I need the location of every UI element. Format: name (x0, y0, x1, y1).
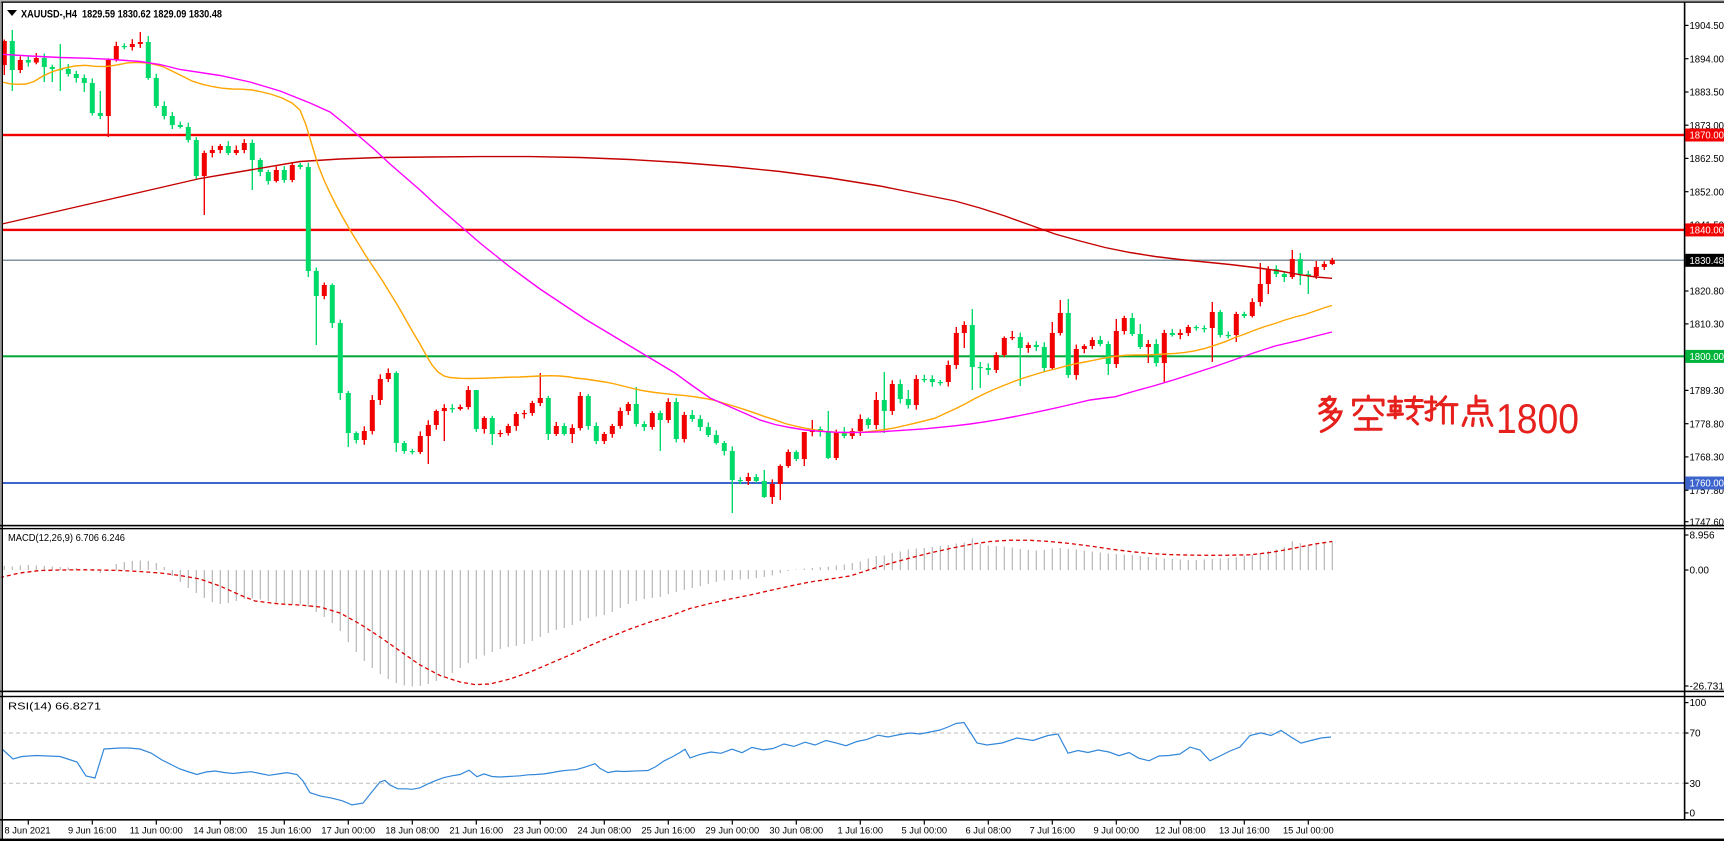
svg-text:1778.80: 1778.80 (1690, 419, 1724, 430)
svg-text:0: 0 (1690, 809, 1696, 820)
svg-text:-26.731: -26.731 (1690, 682, 1724, 693)
svg-text:1820.80: 1820.80 (1690, 287, 1724, 298)
svg-text:17 Jun 00:00: 17 Jun 00:00 (321, 825, 375, 835)
svg-text:15 Jun 16:00: 15 Jun 16:00 (257, 825, 311, 835)
svg-text:1862.50: 1862.50 (1690, 154, 1724, 165)
svg-text:1883.50: 1883.50 (1690, 88, 1724, 99)
svg-text:5 Jul 00:00: 5 Jul 00:00 (902, 825, 948, 835)
svg-text:24 Jun 08:00: 24 Jun 08:00 (577, 825, 631, 835)
svg-text:1800.00: 1800.00 (1690, 352, 1724, 363)
svg-text:25 Jun 16:00: 25 Jun 16:00 (641, 825, 695, 835)
svg-text:XAUUSD-,H4 1829.59 1830.62 18: XAUUSD-,H4 1829.59 1830.62 1829.09 1830.… (21, 8, 222, 20)
svg-text:9 Jun 16:00: 9 Jun 16:00 (68, 825, 117, 835)
svg-text:9 Jul 00:00: 9 Jul 00:00 (1094, 825, 1140, 835)
svg-text:14 Jun 08:00: 14 Jun 08:00 (193, 825, 247, 835)
svg-text:13 Jul 16:00: 13 Jul 16:00 (1219, 825, 1270, 835)
svg-text:1904.50: 1904.50 (1690, 21, 1724, 32)
svg-text:1800: 1800 (1496, 395, 1579, 442)
svg-text:1894.00: 1894.00 (1690, 54, 1724, 65)
svg-text:1760.00: 1760.00 (1690, 479, 1724, 490)
svg-text:1852.00: 1852.00 (1690, 187, 1724, 198)
svg-text:1840.00: 1840.00 (1690, 226, 1724, 237)
svg-text:15 Jul 00:00: 15 Jul 00:00 (1283, 825, 1334, 835)
svg-text:8.956: 8.956 (1690, 531, 1715, 542)
svg-text:30 Jun 08:00: 30 Jun 08:00 (769, 825, 823, 835)
svg-text:RSI(14) 66.8271: RSI(14) 66.8271 (8, 701, 101, 712)
svg-text:1768.30: 1768.30 (1690, 453, 1724, 464)
svg-text:12 Jul 08:00: 12 Jul 08:00 (1155, 825, 1206, 835)
svg-text:1789.30: 1789.30 (1690, 386, 1724, 397)
svg-text:MACD(12,26,9) 6.706 6.246: MACD(12,26,9) 6.706 6.246 (8, 533, 125, 544)
svg-text:23 Jun 00:00: 23 Jun 00:00 (513, 825, 567, 835)
svg-text:30: 30 (1690, 779, 1702, 790)
svg-text:1870.00: 1870.00 (1690, 131, 1724, 142)
svg-text:7 Jul 16:00: 7 Jul 16:00 (1030, 825, 1076, 835)
svg-text:11 Jun 00:00: 11 Jun 00:00 (130, 825, 183, 835)
svg-text:0.00: 0.00 (1690, 566, 1710, 577)
svg-text:100: 100 (1690, 698, 1707, 709)
svg-text:1810.30: 1810.30 (1690, 320, 1724, 331)
svg-text:6 Jul 08:00: 6 Jul 08:00 (966, 825, 1012, 835)
svg-text:1747.60: 1747.60 (1690, 517, 1724, 528)
svg-text:1 Jul 16:00: 1 Jul 16:00 (838, 825, 884, 835)
svg-text:1830.48: 1830.48 (1690, 256, 1724, 267)
svg-text:8 Jun 2021: 8 Jun 2021 (5, 825, 51, 835)
svg-text:21 Jun 16:00: 21 Jun 16:00 (449, 825, 503, 835)
svg-text:29 Jun 00:00: 29 Jun 00:00 (705, 825, 759, 835)
svg-text:18 Jun 08:00: 18 Jun 08:00 (385, 825, 439, 835)
svg-text:70: 70 (1690, 729, 1702, 740)
